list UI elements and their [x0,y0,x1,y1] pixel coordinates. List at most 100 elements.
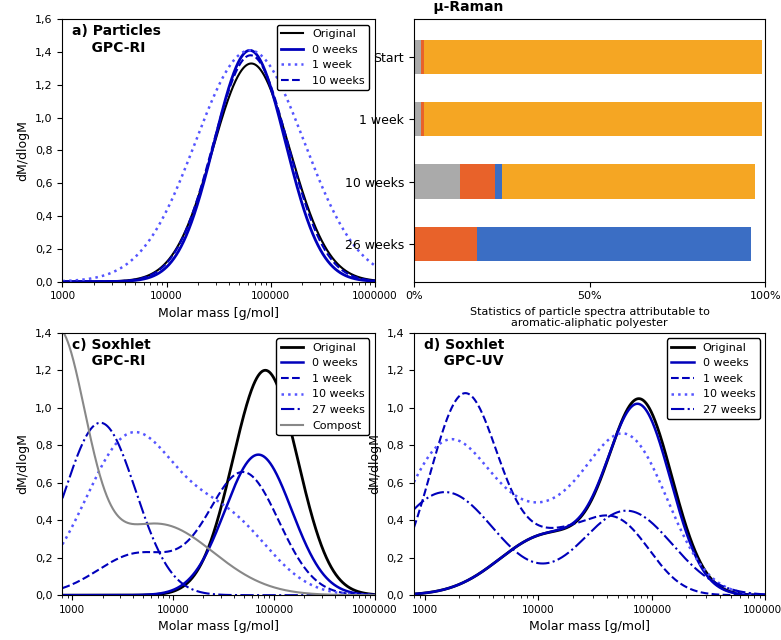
0 weeks [94,278,103,285]
Original [261,367,270,374]
10 weeks [330,260,340,268]
X-axis label: Statistics of particle spectra attributable to
aromatic-aliphatic polyester: Statistics of particle spectra attributa… [469,307,710,328]
Compost [245,573,255,581]
1 week [112,266,121,274]
Text: d) Soxhlet
    GPC-UV: d) Soxhlet GPC-UV [425,338,505,368]
10 weeks [370,277,380,285]
27 weeks [473,508,483,515]
0 weeks [115,591,124,599]
0 weeks [364,277,373,285]
27 weeks [409,506,419,513]
X-axis label: Molar mass [g/mol]: Molar mass [g/mol] [159,307,279,320]
1 week [115,554,124,562]
1 week [544,524,553,532]
1 week [58,584,67,592]
27 weeks [638,512,647,520]
Original [112,277,121,285]
1 week [177,172,187,179]
Original [638,396,647,404]
Original [330,257,340,265]
Bar [414,102,421,136]
Line: 0 weeks: 0 weeks [62,454,375,595]
Line: 10 weeks: 10 weeks [414,433,765,595]
1 week [761,591,770,599]
Original [364,276,373,284]
0 weeks [620,413,629,420]
Line: 27 weeks: 27 weeks [62,423,375,595]
0 weeks [409,590,419,598]
Compost [115,513,124,521]
10 weeks [177,235,187,243]
1 week [672,577,681,584]
10 weeks [620,429,629,437]
Original [177,234,187,241]
27 weeks [95,419,105,427]
Bar [414,227,477,261]
Line: Compost: Compost [62,331,375,595]
Line: 10 weeks: 10 weeks [62,55,375,282]
10 weeks [370,591,380,599]
Original [473,571,483,579]
Original [58,278,67,285]
10 weeks [261,541,270,549]
0 weeks [245,47,255,54]
Legend: Original, 0 weeks, 1 week, 10 weeks, 27 weeks: Original, 0 weeks, 1 week, 10 weeks, 27 … [667,339,760,419]
Original [620,411,629,419]
Text: a) Particles
    GPC-RI: a) Particles GPC-RI [72,24,161,54]
0 weeks [330,265,340,273]
10 weeks [473,452,483,460]
Bar [477,227,751,261]
X-axis label: Molar mass [g/mol]: Molar mass [g/mol] [159,620,279,634]
27 weeks [440,488,450,496]
Original [544,529,553,536]
0 weeks [58,278,67,285]
Line: 1 week: 1 week [62,51,375,281]
Legend: Original, 0 weeks, 1 week, 10 weeks, 27 weeks, Compost: Original, 0 weeks, 1 week, 10 weeks, 27 … [276,339,369,435]
10 weeks [246,51,255,59]
Original [94,278,103,285]
Line: 27 weeks: 27 weeks [414,492,765,595]
Compost [370,591,380,599]
1 week [370,591,380,599]
Compost [58,327,67,335]
10 weeks [618,429,627,437]
Original [315,536,324,544]
Y-axis label: dM/dlogM: dM/dlogM [368,433,381,495]
10 weeks [177,468,187,476]
Original [370,591,380,598]
Original [191,200,201,208]
0 weeks [261,454,270,462]
Bar [425,102,761,136]
27 weeks [115,442,124,450]
1 week [291,550,301,558]
0 weeks [58,591,67,599]
10 weeks [112,277,121,285]
Original [58,591,67,599]
Bar [425,40,761,74]
27 weeks [698,571,708,579]
Original [177,584,187,591]
Y-axis label: dM/dlogM: dM/dlogM [16,120,30,181]
Text: b) Particles
    μ-Raman: b) Particles μ-Raman [414,0,503,14]
Line: Original: Original [414,399,765,595]
Line: 1 week: 1 week [414,393,765,595]
1 week [620,518,629,526]
Original [247,60,256,67]
1 week [191,137,201,145]
1 week [261,491,270,499]
0 weeks [315,565,324,573]
27 weeks [58,495,67,502]
10 weeks [761,591,770,598]
0 weeks [254,451,263,458]
1 week [330,211,340,219]
10 weeks [58,278,67,285]
Original [672,489,681,497]
Compost [261,580,270,588]
0 weeks [544,529,553,536]
Bar [501,164,754,199]
Compost [177,527,187,534]
10 weeks [291,572,301,579]
Line: Original: Original [62,63,375,282]
10 weeks [191,200,201,207]
Original [291,447,301,454]
